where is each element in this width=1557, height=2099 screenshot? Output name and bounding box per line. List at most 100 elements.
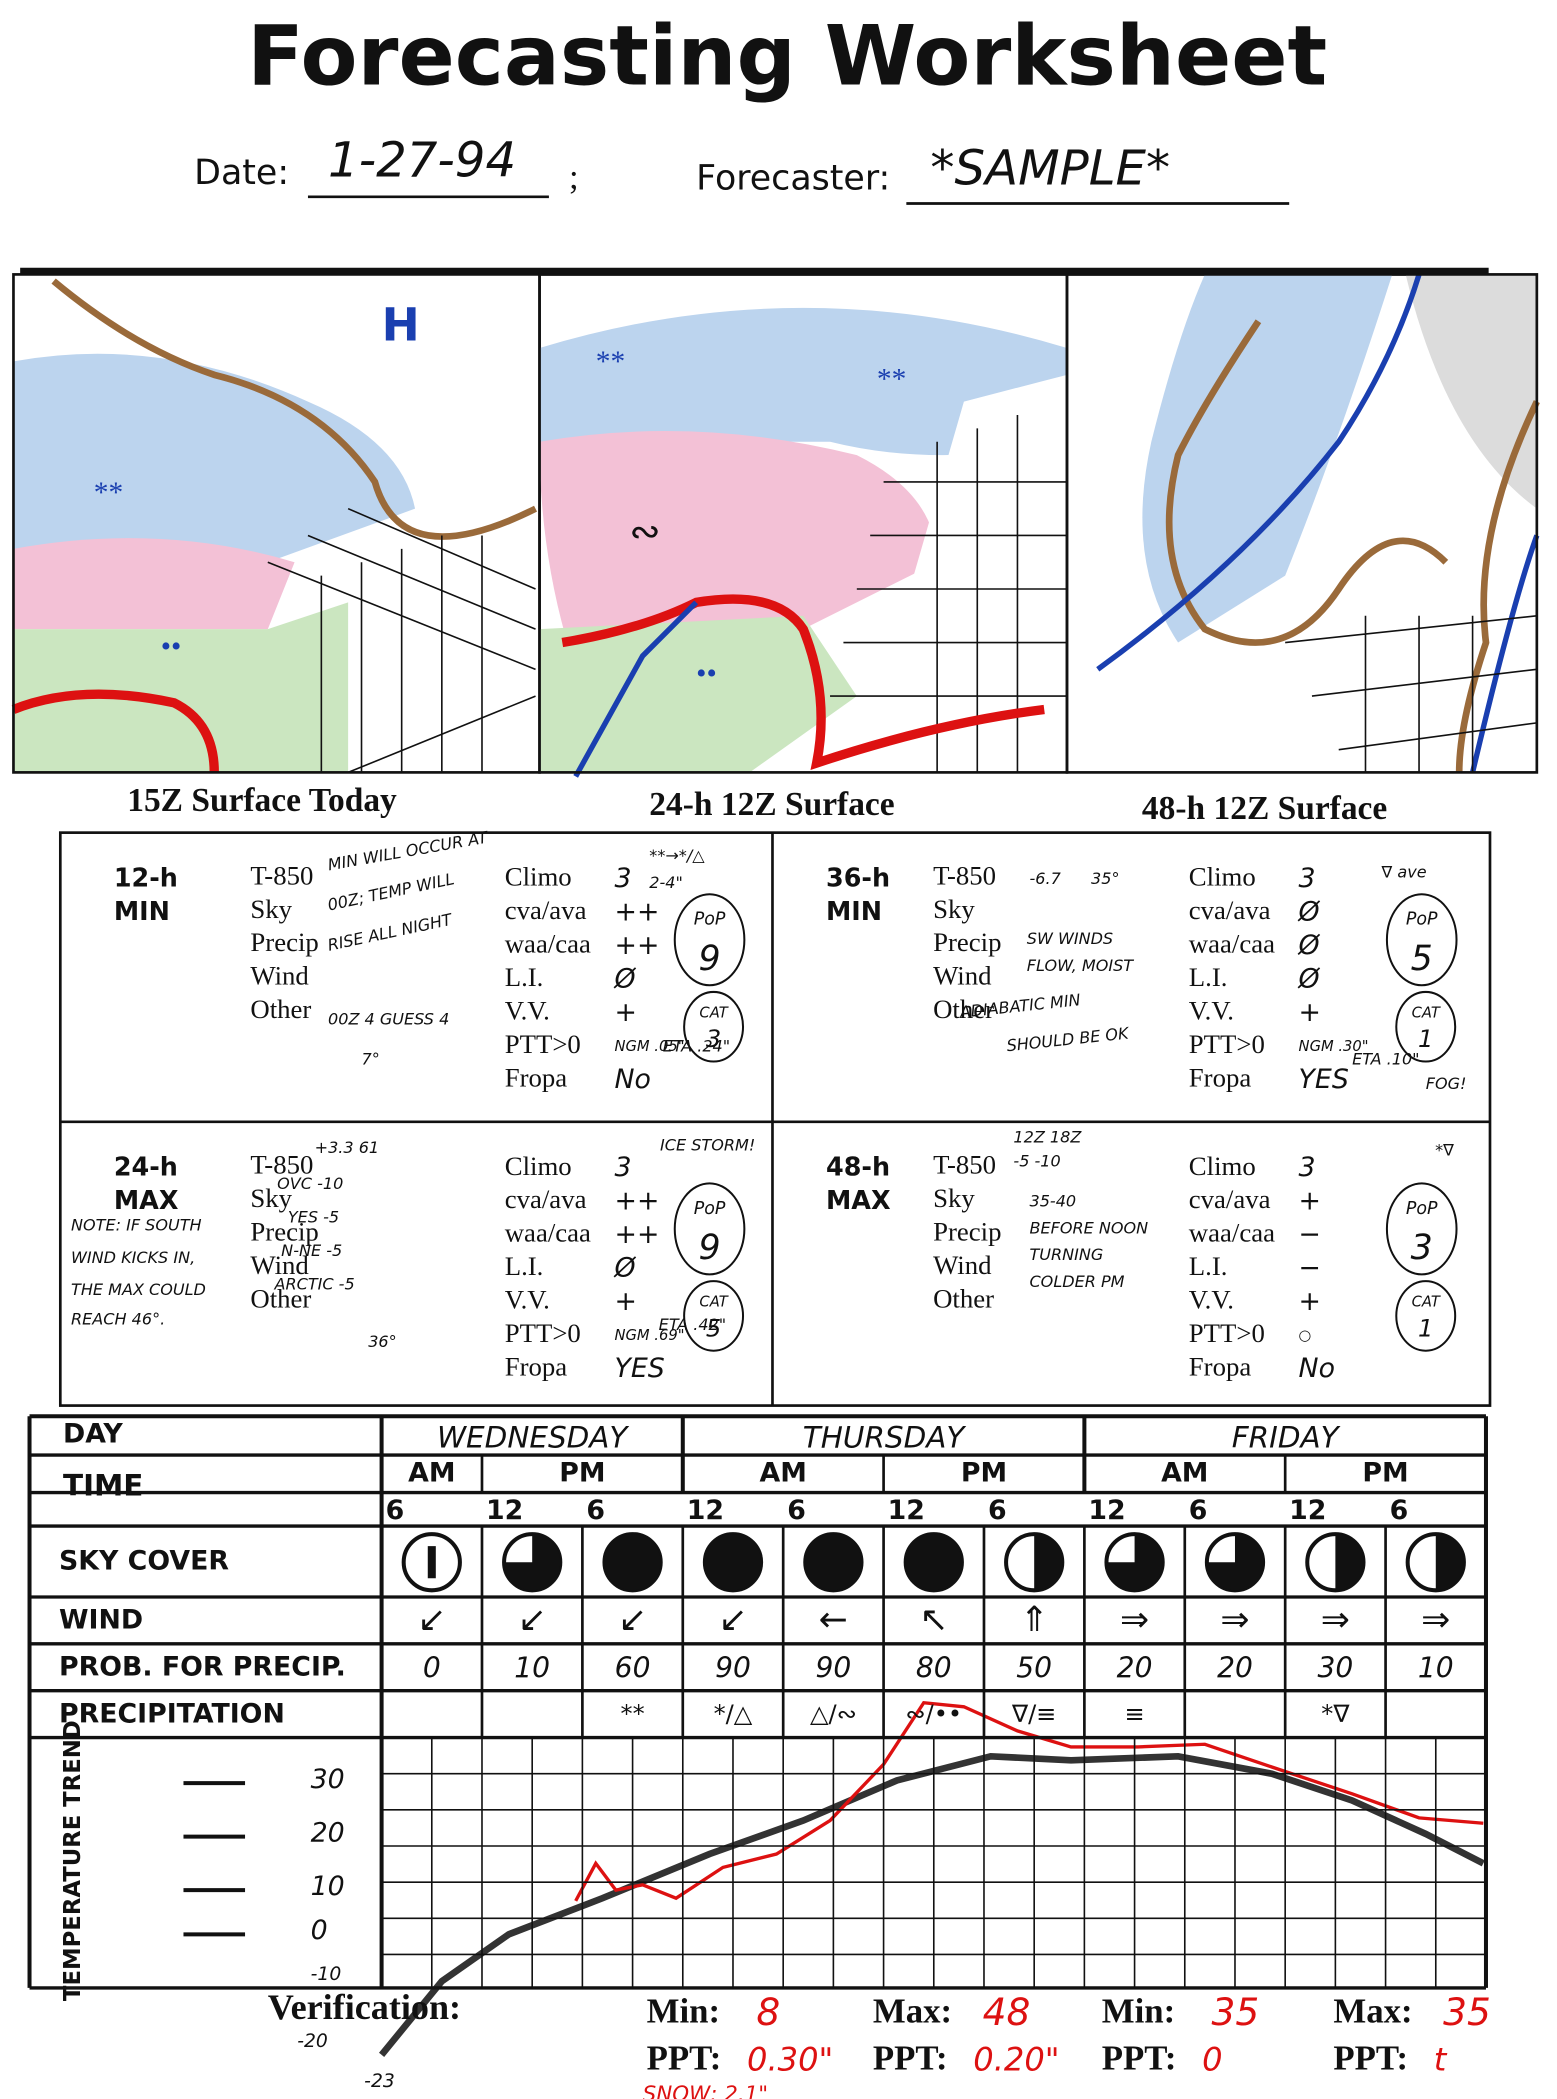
handwritten-note: 35° [1091,869,1119,888]
box-left-label: T-850 [933,860,996,890]
date-value: 1-27-94 [328,132,516,188]
handwritten-note: NOTE: IF SOUTH [71,1216,202,1235]
pop-circle [1385,1182,1458,1276]
handwritten-note: 2-4" [649,873,683,892]
verify-value: 48 [983,1990,1031,2034]
verify-label: Max: [1333,1992,1412,2031]
box-right-label: V.V. [1189,1285,1234,1315]
box-right-label: waa/caa [505,1218,591,1248]
box-left-label: Other [250,1283,311,1313]
verify-label: Min: [647,1992,720,2031]
box-right-value: Ø [1298,963,1321,994]
hour-label: 12 [1289,1495,1326,1526]
verify-label: Min: [1102,1992,1175,2031]
box-frame [58,831,1492,1407]
precip-cell: ∾/•• [905,1700,962,1728]
box-right-value: ++ [615,930,660,961]
day-name: WEDNESDAY [437,1421,629,1455]
box-left-label: Other [250,994,311,1024]
wind-arrow: ⇑ [1020,1600,1049,1640]
precip-cell: △/∾ [810,1700,857,1728]
temp-tick: 20 [311,1817,345,1848]
verify-value: 8 [756,1990,780,2034]
trend-observed [574,1700,1484,1902]
handwritten-note: COLDER PM [1029,1272,1124,1291]
box-kind: MIN [114,896,170,926]
handwritten-note: FLOW, MOIST [1027,956,1134,975]
box-right-value: ++ [615,896,660,927]
box-left-label: Precip [250,927,318,957]
map-3 [1065,273,1540,774]
verify-ppt: t [1434,2041,1448,2079]
handwritten-note: RISE ALL NIGHT [326,910,455,955]
hour-label: 6 [988,1495,1007,1526]
box-left-label: Other [933,994,994,1024]
pop-value: 5 [1411,939,1433,979]
pop-value: 9 [698,1228,720,1268]
box-right-label: V.V. [1189,995,1234,1025]
box-right-value: YES [1299,1064,1349,1095]
sky-fill [905,1534,962,1591]
box-period: 12-h [114,862,178,892]
box-right-label: L.I. [505,962,544,992]
verify-ppt-label: PPT: [1102,2039,1177,2078]
svg-text:∾: ∾ [629,512,660,553]
trend-forecast [379,1752,1485,2057]
box-right-label: Fropa [1189,1352,1252,1382]
handwritten-note: ARCTIC -5 [273,1275,354,1294]
svg-text:••: •• [696,658,717,690]
box-right-value: 3 [1299,863,1316,894]
cat-value: 3 [706,1025,721,1053]
verify-label: Max: [873,1992,952,2031]
handwritten-note: ETA .10" [1352,1050,1419,1069]
box-left-label: T-850 [250,860,313,890]
handwritten-note: YES -5 [288,1208,339,1227]
box-right-label: waa/caa [505,929,591,959]
precip-cell: ∇/≡ [1011,1700,1056,1728]
box-right-label: PTT>0 [1189,1029,1265,1059]
box-left-label: Sky [933,894,975,924]
day-name: THURSDAY [803,1421,967,1455]
handwritten-note: ∇ ave [1381,862,1427,881]
svg-text:**: ** [94,477,123,509]
period-name: PM [559,1457,605,1488]
box-right-value: Ø [1298,896,1321,927]
box-right-label: PTT>0 [505,1029,581,1059]
handwritten-note: ETA .24" [663,1036,730,1055]
handwritten-note: -6.7 [1029,869,1061,888]
pop-cell: 10 [514,1651,550,1684]
wind-arrow: ↙ [518,1600,547,1640]
sky-fill [1206,1534,1264,1591]
verification-label: Verification: [268,1987,461,2027]
map-caption: 24-h 12Z Surface [649,786,894,823]
box-right-label: L.I. [1189,962,1228,992]
date-label: Date: [194,153,289,193]
handwritten-note: 00Z 4 GUESS 4 [328,1010,449,1029]
box-right-value: − [1299,1253,1321,1284]
pop-label: PoP [1406,1199,1438,1219]
verify-ppt-label: PPT: [647,2039,722,2078]
wind-arrow: ↖ [919,1600,948,1640]
temp-tick: -20 [297,2031,328,2052]
precip-cell: ** [621,1700,645,1728]
box-right-label: Fropa [505,1352,568,1382]
handwritten-note: SHOULD BE OK [1006,1023,1131,1055]
wind-arrow: ⇒ [1120,1600,1149,1640]
pop-cell: 90 [715,1651,751,1684]
wind-arrow: ↙ [718,1600,747,1640]
pop-circle [1385,893,1458,987]
pop-value: 9 [698,939,720,979]
box-left-label: Other [933,1283,994,1313]
handwritten-note: 12Z 18Z [1013,1127,1082,1146]
temp-tick: -23 [364,2071,395,2092]
row-label: TIME [63,1469,143,1503]
box-right-label: cva/ava [505,1184,587,1214]
handwritten-note: +3.3 61 [315,1138,380,1157]
handwritten-note: N-NE -5 [281,1241,342,1260]
sky-fill [1435,1534,1464,1591]
hour-label: 6 [1390,1495,1409,1526]
row-label: SKY COVER [59,1546,229,1577]
forecaster-label: Forecaster: [696,158,890,198]
row-label: DAY [63,1419,123,1450]
separator: ; [569,158,579,197]
